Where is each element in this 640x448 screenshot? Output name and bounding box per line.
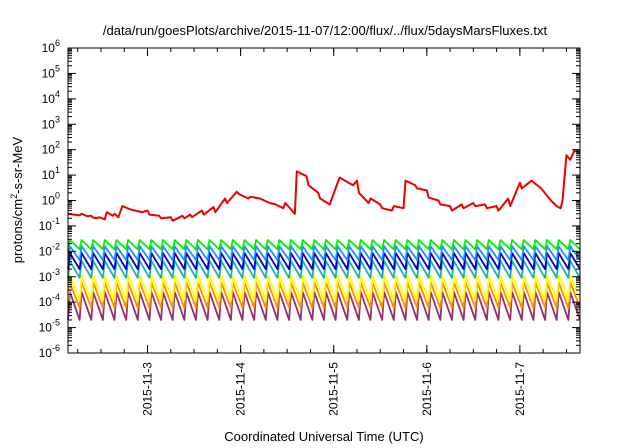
y-tick-label: 103 xyxy=(42,114,60,131)
y-axis-label-sup: 2 xyxy=(9,194,19,199)
series-line xyxy=(67,274,581,302)
x-tick-label: 2015-11-7 xyxy=(513,362,527,416)
series-line xyxy=(67,259,581,279)
y-tick-base: 10 xyxy=(42,92,56,106)
y-tick-label: 104 xyxy=(42,89,60,106)
y-tick-base: 10 xyxy=(39,295,53,309)
series-layer xyxy=(67,149,581,321)
y-tick-exp: -2 xyxy=(52,241,60,251)
y-tick-label: 10-4 xyxy=(39,292,60,309)
series-line xyxy=(67,252,581,271)
y-tick-label: 105 xyxy=(42,63,60,80)
y-tick-base: 10 xyxy=(39,321,53,335)
y-tick-label: 100 xyxy=(42,191,60,208)
y-tick-exp: 4 xyxy=(55,89,60,99)
y-tick-exp: -4 xyxy=(52,292,60,302)
y-tick-label: 101 xyxy=(42,165,60,182)
y-tick-exp: -6 xyxy=(52,343,60,353)
series-line xyxy=(67,149,581,222)
y-tick-base: 10 xyxy=(42,66,56,80)
y-tick-base: 10 xyxy=(42,117,56,131)
y-tick-base: 10 xyxy=(39,244,53,258)
x-tick-label: 2015-11-5 xyxy=(327,362,341,416)
y-tick-exp: 1 xyxy=(55,165,60,175)
y-tick-label: 10-1 xyxy=(39,216,60,233)
y-tick-exp: -5 xyxy=(52,318,60,328)
chart-title: /data/run/goesPlots/archive/2015-11-07/1… xyxy=(103,23,548,38)
y-tick-label: 10-5 xyxy=(39,318,60,335)
y-tick-base: 10 xyxy=(39,219,53,233)
y-axis-label: protons/cm2-s-sr-MeV xyxy=(9,136,25,263)
y-tick-exp: 3 xyxy=(55,114,60,124)
x-tick-label: 2015-11-6 xyxy=(420,362,434,416)
y-tick-exp: 2 xyxy=(55,140,60,150)
y-tick-exp: 5 xyxy=(55,63,60,73)
y-axis-label-prefix: protons/cm xyxy=(10,199,25,263)
series-line xyxy=(67,245,581,262)
y-axis: 10-610-510-410-310-210-11001011021031041… xyxy=(39,38,580,360)
x-tick-label: 2015-11-4 xyxy=(234,362,248,416)
y-tick-exp: -1 xyxy=(52,216,60,226)
y-tick-base: 10 xyxy=(39,270,53,284)
y-axis-label-suffix: -s-sr-MeV xyxy=(10,136,25,193)
y-tick-base: 10 xyxy=(39,346,53,360)
x-axis-label: Coordinated Universal Time (UTC) xyxy=(224,429,423,444)
y-tick-base: 10 xyxy=(42,41,56,55)
y-tick-exp: 6 xyxy=(55,38,60,48)
y-tick-base: 10 xyxy=(42,168,56,182)
y-tick-label: 106 xyxy=(42,38,60,55)
series-line xyxy=(67,239,581,251)
y-tick-exp: -3 xyxy=(52,267,60,277)
y-tick-base: 10 xyxy=(42,194,56,208)
y-tick-label: 10-3 xyxy=(39,267,60,284)
y-tick-base: 10 xyxy=(42,143,56,157)
y-tick-label: 10-2 xyxy=(39,241,60,258)
x-tick-label: 2015-11-3 xyxy=(141,362,155,416)
y-tick-exp: 0 xyxy=(55,191,60,201)
y-tick-label: 102 xyxy=(42,140,60,157)
x-axis: 2015-11-3 2015-11-4 2015-11-5 2015-11-6 2015… xyxy=(77,48,567,416)
y-tick-label: 10-6 xyxy=(39,343,60,360)
